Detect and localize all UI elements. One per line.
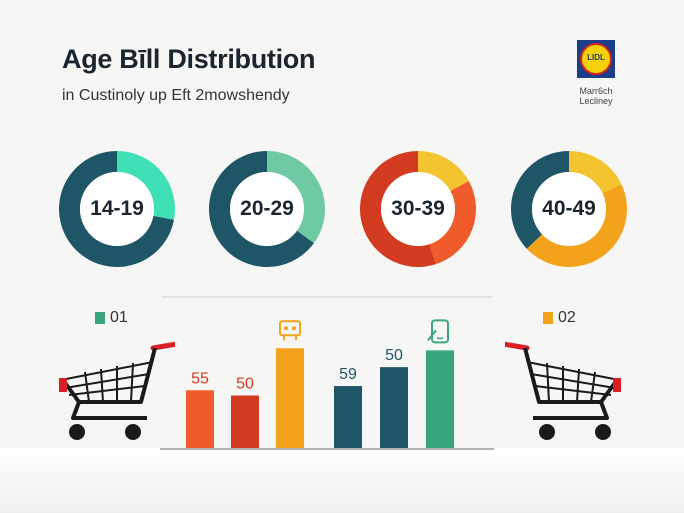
bar-5 [380, 367, 408, 448]
logo-mark: LIDL [577, 40, 615, 78]
page-subtitle: in Custinoly up Eft 2mowshendy [62, 87, 290, 104]
bar-4-label: 59 [339, 366, 357, 383]
donut-label-3: 30-39 [391, 197, 445, 220]
bar-5-label: 50 [385, 347, 403, 364]
bar-6 [426, 350, 454, 448]
brand-logo: LIDL Marr6ch Lecliney [568, 40, 624, 106]
legend-left: 01 [95, 309, 128, 327]
bar-1-label: 55 [191, 370, 209, 387]
legend-left-label: 01 [110, 309, 128, 326]
bar-2-label: 50 [236, 376, 254, 393]
phone-icon [427, 319, 449, 344]
legend-left-swatch [95, 312, 105, 324]
donut-1-slice-1 [117, 151, 175, 220]
donut-2-hole [230, 172, 304, 246]
legend-right-swatch [543, 312, 553, 324]
donut-label-1: 14-19 [90, 197, 144, 220]
bar-2 [231, 395, 259, 448]
donut-svg-3 [359, 151, 476, 267]
legend-right: 02 [543, 309, 576, 327]
floor [0, 448, 684, 513]
donut-1-hole [80, 172, 154, 246]
donut-4-hole [532, 172, 606, 246]
bar-1 [186, 390, 214, 448]
donut-2-slice-2 [209, 151, 314, 267]
page-title: Age Bīll Distribution [62, 44, 316, 74]
logo-caption: Marr6ch Lecliney [568, 86, 624, 106]
donut-3-slice-3 [359, 151, 436, 267]
legend-right-label: 02 [558, 309, 576, 326]
donut-4-slice-2 [526, 184, 627, 267]
logo-caption-line1: Marr6ch [579, 86, 613, 96]
shopping-cart-icon-right [505, 341, 621, 440]
donut-chart-4: 40-49 [510, 150, 628, 268]
donut-1-slice-2 [58, 151, 174, 267]
calculator-icon [279, 320, 301, 341]
donut-4-slice-1 [569, 151, 622, 194]
donut-chart-3: 30-39 [359, 150, 477, 268]
shopping-cart-icon-left [59, 341, 175, 440]
bar-4 [334, 386, 362, 448]
donut-label-2: 20-29 [240, 197, 294, 220]
donut-svg-2 [209, 151, 325, 267]
donut-3-slice-1 [418, 151, 469, 192]
donut-chart-2: 20-29 [208, 150, 326, 268]
donut-2-slice-1 [267, 151, 325, 244]
logo-caption-line2: Lecliney [579, 96, 613, 106]
donut-4-slice-3 [511, 151, 569, 249]
logo-text: LIDL [587, 53, 605, 62]
bar-3 [276, 348, 304, 448]
donut-label-4: 40-49 [542, 197, 596, 220]
donut-3-hole [381, 172, 455, 246]
donut-svg-4 [511, 151, 627, 267]
donut-svg-1 [58, 151, 175, 267]
donut-3-slice-2 [429, 181, 476, 265]
donut-chart-1: 14-19 [58, 150, 176, 268]
